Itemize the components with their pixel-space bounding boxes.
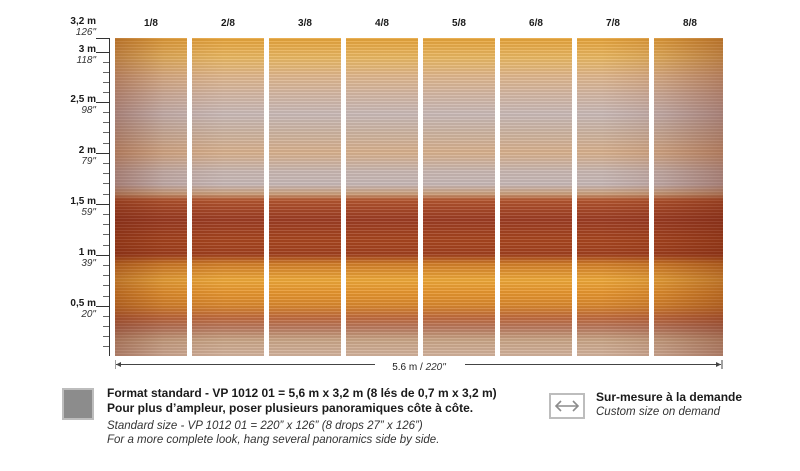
- wallpaper-panel: [654, 38, 726, 356]
- wallpaper-panel: [500, 38, 572, 356]
- strip-label: 7/8: [606, 18, 620, 29]
- wallpaper-panel: [115, 38, 187, 356]
- custom-size-box: [549, 393, 585, 419]
- width-dimension-line: [115, 360, 723, 369]
- wallpaper-panel: [423, 38, 495, 356]
- wallpaper-panel: [577, 38, 649, 356]
- ruler-label-in: 79": [81, 156, 96, 167]
- wallpaper-panel: [269, 38, 341, 356]
- ruler-tick: [96, 38, 110, 39]
- ruler-label-m: 2,5 m: [70, 94, 96, 105]
- ruler-tick: [96, 306, 110, 307]
- custom-fr: Sur-mesure à la demande: [596, 390, 743, 404]
- ruler-label-in: 126": [75, 27, 96, 38]
- ruler-tick: [96, 52, 110, 53]
- strip-label: 6/8: [529, 18, 543, 29]
- width-in: 220": [425, 362, 446, 373]
- ruler-tick: [96, 204, 110, 205]
- standard-en-line2: For a more complete look, hang several p…: [107, 434, 440, 446]
- custom-en: Custom size on demand: [596, 406, 721, 418]
- strip-label: 3/8: [298, 18, 312, 29]
- ruler-tick: [96, 102, 110, 103]
- ruler-label-in: 98": [81, 105, 96, 116]
- double-arrow-icon: [554, 400, 580, 412]
- standard-en-line1: Standard size - VP 1012 01 = 220” x 126”…: [107, 420, 423, 432]
- wallpaper-panel: [346, 38, 418, 356]
- ruler-label-in: 39": [81, 258, 96, 269]
- strip-label: 5/8: [452, 18, 466, 29]
- standard-fr-line1: Format standard - VP 1012 01 = 5,6 m x 3…: [107, 386, 497, 400]
- ruler-label-in: 59": [81, 207, 96, 218]
- width-dimension-label: 5.6 m / 220": [392, 362, 446, 373]
- standard-size-swatch: [62, 388, 94, 420]
- wallpaper-panel: [192, 38, 264, 356]
- strip-label: 8/8: [683, 18, 697, 29]
- ruler-label-in: 20": [81, 309, 96, 320]
- strip-label: 2/8: [221, 18, 235, 29]
- strip-label: 1/8: [144, 18, 158, 29]
- ruler-label-in: 118": [76, 55, 97, 66]
- ruler-label-m: 1 m: [78, 247, 96, 258]
- strip-label: 4/8: [375, 18, 389, 29]
- ruler-tick: [96, 153, 110, 154]
- ruler-label-m: 1,5 m: [70, 196, 96, 207]
- ruler-label-m: 2 m: [78, 145, 96, 156]
- ruler-label-m: 3,2 m: [70, 16, 96, 27]
- standard-fr-line2: Pour plus d’ampleur, poser plusieurs pan…: [107, 401, 474, 415]
- ruler-tick: [96, 255, 110, 256]
- height-ruler: 3,2 m 126" 3 m 118" 2,5 m 98" 2 m 79" 1,…: [0, 0, 110, 360]
- ruler-label-m: 3 m: [78, 44, 96, 55]
- width-m: 5.6 m: [392, 362, 418, 373]
- ruler-label-m: 0,5 m: [70, 298, 96, 309]
